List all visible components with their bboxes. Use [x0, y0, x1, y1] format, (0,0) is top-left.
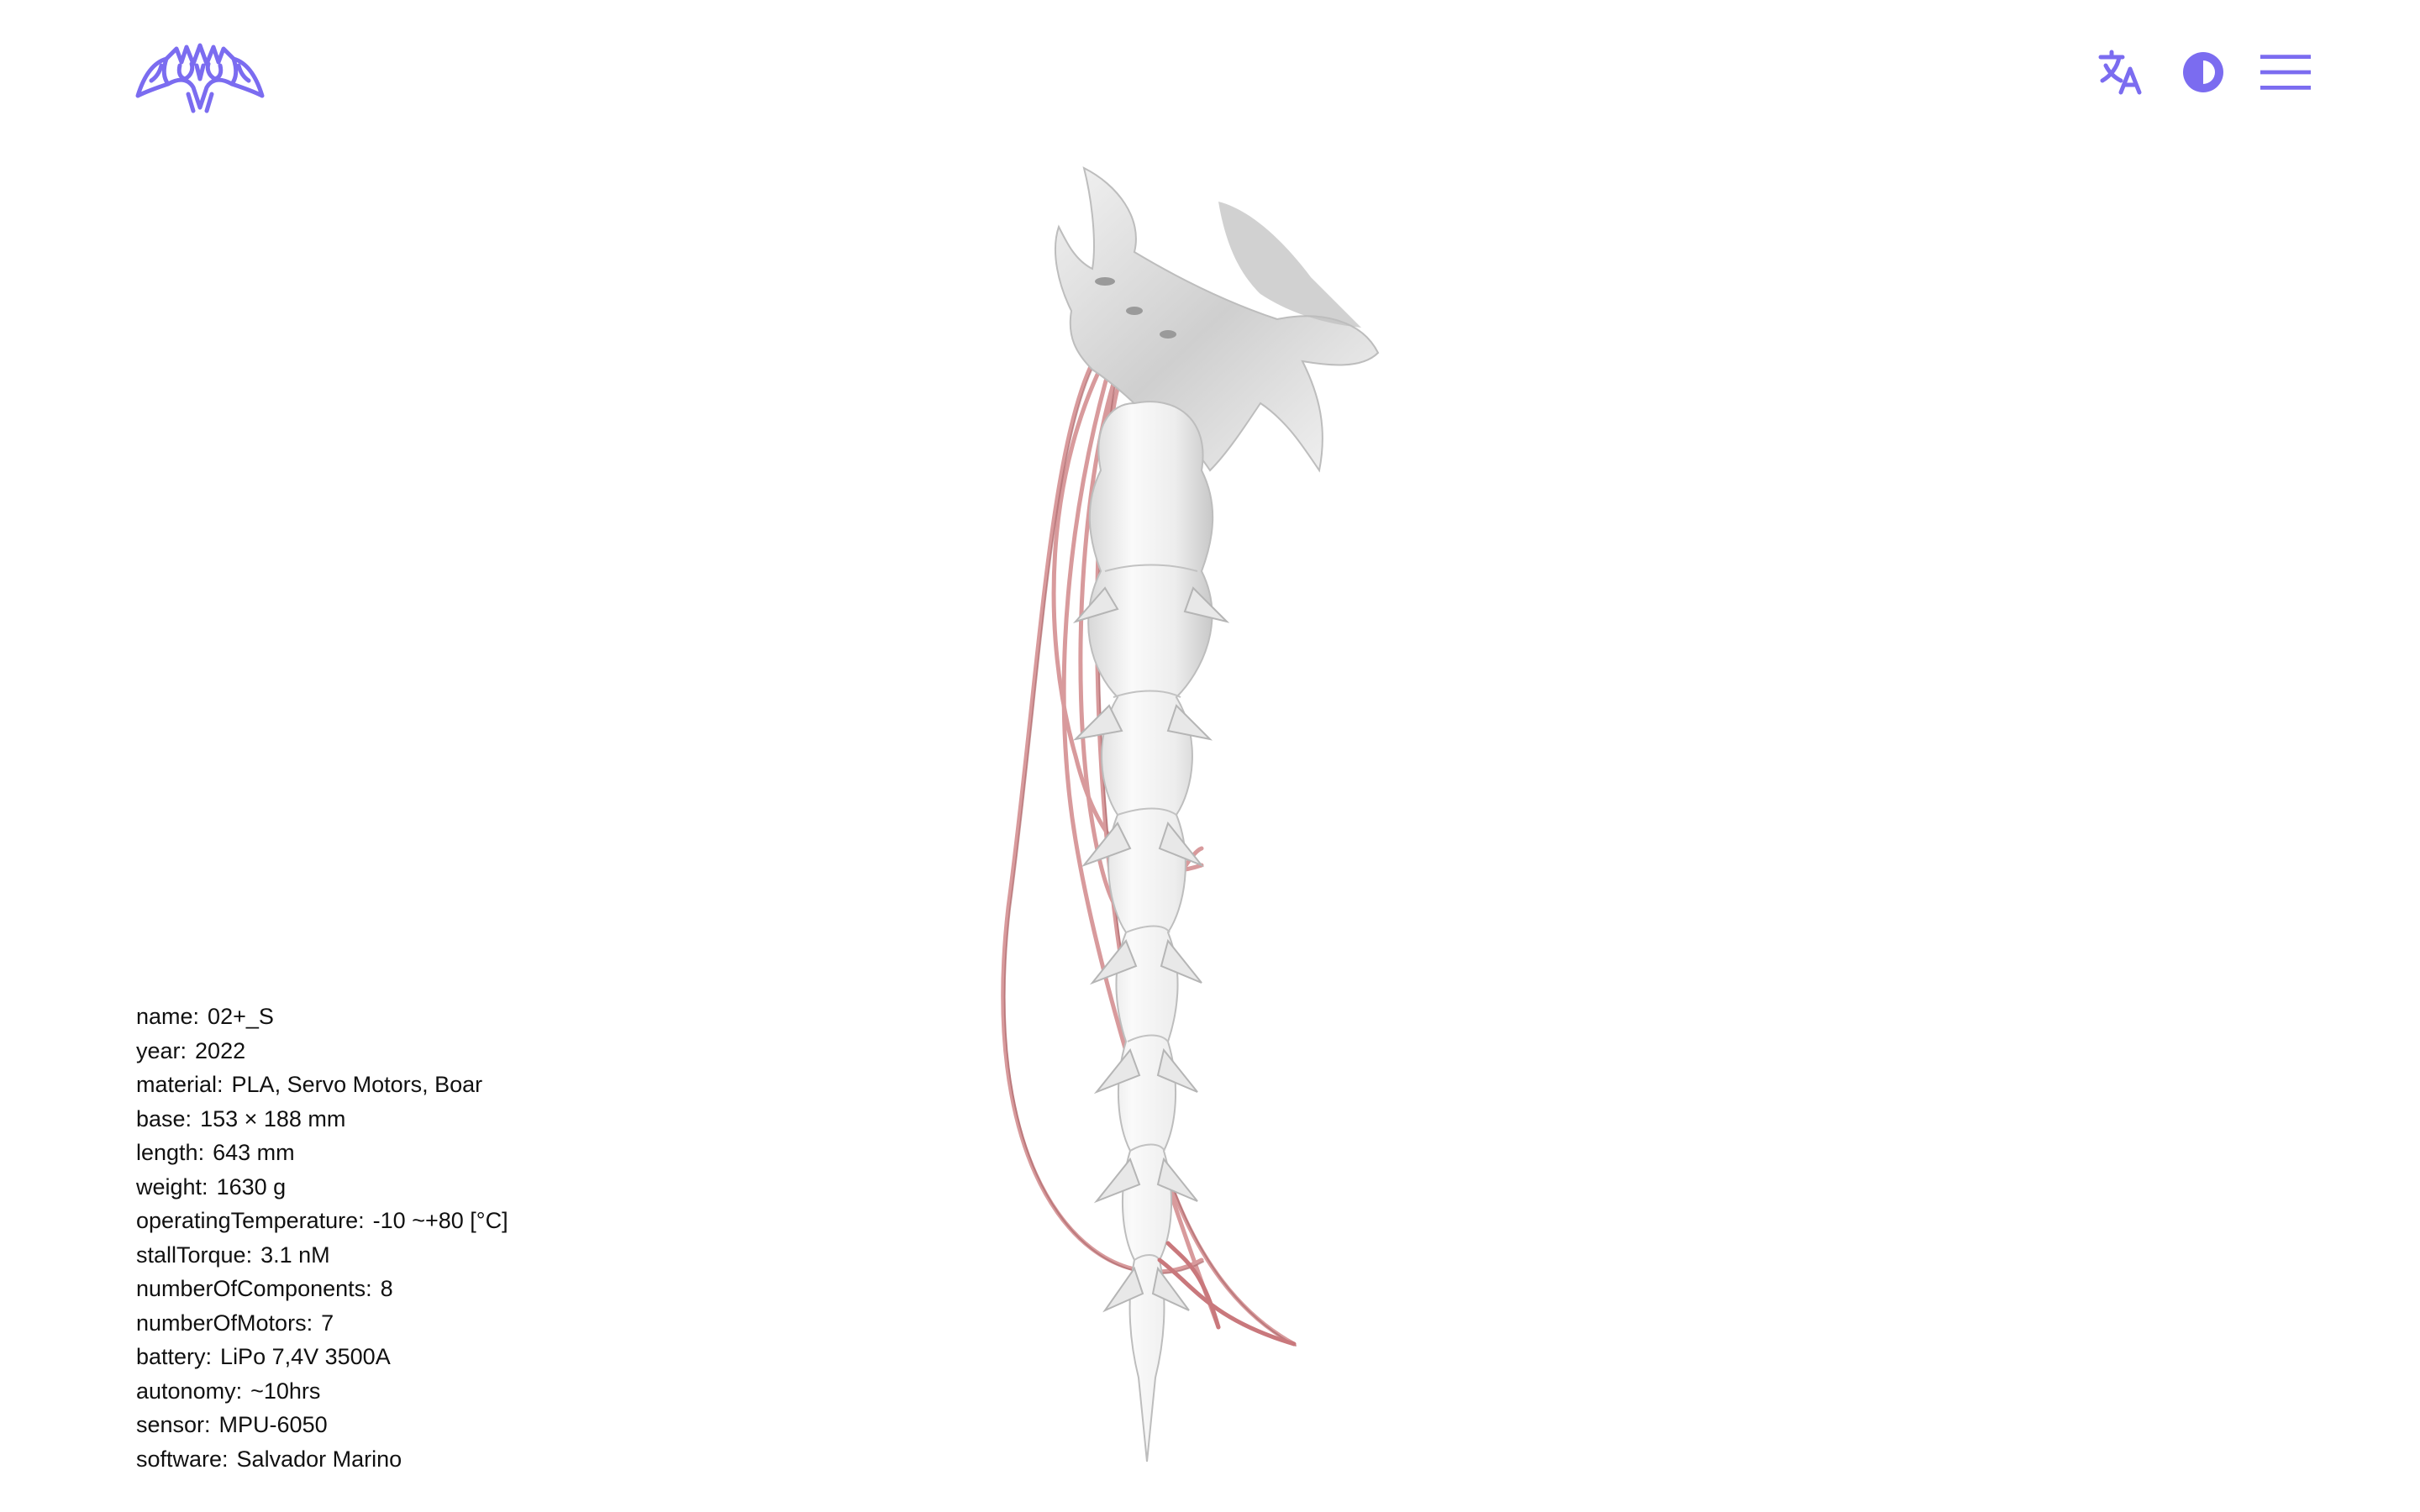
spec-row: software: Salvador Marino [136, 1442, 508, 1477]
translate-icon[interactable] [2096, 47, 2146, 97]
spec-key: material: [136, 1072, 224, 1097]
spec-key: battery: [136, 1344, 213, 1369]
spec-value: PLA, Servo Motors, Boar [231, 1072, 483, 1097]
spec-value: -10 ~+80 [°C] [372, 1208, 508, 1233]
spec-key: year: [136, 1037, 187, 1063]
spec-row: stallTorque: 3.1 nM [136, 1238, 508, 1273]
spec-value: 1630 g [216, 1173, 287, 1200]
spec-row: operatingTemperature: -10 ~+80 [°C] [136, 1204, 508, 1238]
spec-row: material: PLA, Servo Motors, Boar [136, 1068, 508, 1102]
spec-key: base: [136, 1105, 192, 1131]
specs-list: name: 02+_S year: 2022 material: PLA, Servo… [136, 1000, 508, 1476]
spine-sculpture-render[interactable] [924, 151, 1512, 1478]
spec-row: name: 02+_S [136, 1000, 508, 1034]
spec-value: Salvador Marino [236, 1446, 402, 1472]
spec-value: ~10hrs [250, 1378, 321, 1404]
spec-value: 153 × 188 mm [200, 1105, 346, 1131]
spec-value: 3.1 nM [260, 1242, 330, 1268]
spec-row: length: 643 mm [136, 1136, 508, 1170]
spec-key: weight: [136, 1173, 208, 1200]
spec-value: 2022 [195, 1037, 246, 1063]
header-actions [2096, 47, 2311, 97]
spec-row: autonomy: ~10hrs [136, 1374, 508, 1409]
spec-key: length: [136, 1140, 205, 1165]
spec-key: sensor: [136, 1412, 211, 1437]
spec-key: operatingTemperature: [136, 1208, 365, 1233]
spec-value: 02+_S [208, 1004, 274, 1029]
spec-row: base: 153 × 188 mm [136, 1102, 508, 1137]
spec-key: numberOfMotors: [136, 1310, 313, 1336]
spec-key: numberOfComponents: [136, 1276, 372, 1301]
contrast-icon[interactable] [2178, 47, 2228, 97]
spec-value: 7 [321, 1310, 334, 1336]
spec-value: LiPo 7,4V 3500A [220, 1344, 391, 1369]
spec-key: software: [136, 1446, 229, 1472]
gothic-logo-icon[interactable] [133, 40, 267, 114]
spec-row: weight: 1630 g [136, 1170, 508, 1205]
menu-icon[interactable] [2260, 47, 2311, 97]
spec-key: stallTorque: [136, 1242, 253, 1268]
spec-key: autonomy: [136, 1378, 243, 1404]
spec-row: year: 2022 [136, 1034, 508, 1068]
spec-row: sensor: MPU-6050 [136, 1408, 508, 1442]
spec-row: battery: LiPo 7,4V 3500A [136, 1340, 508, 1374]
spec-row: numberOfMotors: 7 [136, 1306, 508, 1341]
spec-row: numberOfComponents: 8 [136, 1272, 508, 1306]
spec-value: 8 [380, 1276, 393, 1301]
spec-value: 643 mm [213, 1140, 295, 1165]
spec-key: name: [136, 1004, 200, 1029]
spec-value: MPU-6050 [218, 1412, 328, 1437]
